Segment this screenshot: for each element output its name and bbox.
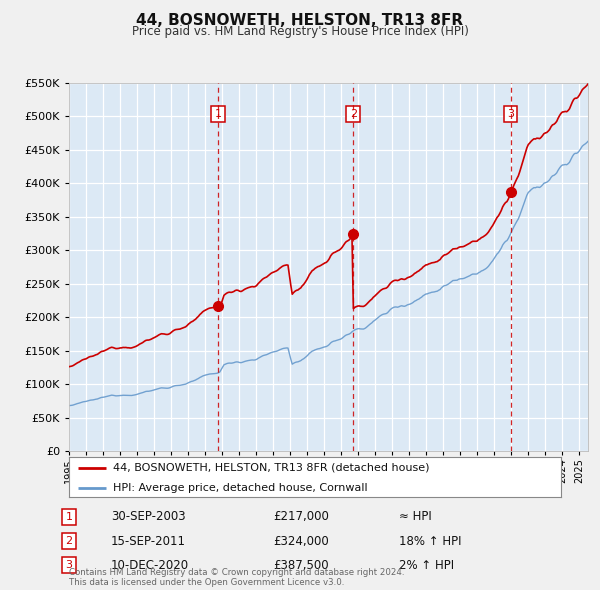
Text: 1: 1 bbox=[65, 512, 73, 522]
Text: 2: 2 bbox=[65, 536, 73, 546]
Text: 3: 3 bbox=[65, 560, 73, 570]
Text: Contains HM Land Registry data © Crown copyright and database right 2024.
This d: Contains HM Land Registry data © Crown c… bbox=[69, 568, 404, 587]
Text: £387,500: £387,500 bbox=[273, 559, 329, 572]
Text: ≈ HPI: ≈ HPI bbox=[399, 510, 432, 523]
Text: 10-DEC-2020: 10-DEC-2020 bbox=[111, 559, 189, 572]
Text: 18% ↑ HPI: 18% ↑ HPI bbox=[399, 535, 461, 548]
Text: Price paid vs. HM Land Registry's House Price Index (HPI): Price paid vs. HM Land Registry's House … bbox=[131, 25, 469, 38]
Text: HPI: Average price, detached house, Cornwall: HPI: Average price, detached house, Corn… bbox=[113, 483, 368, 493]
Text: 44, BOSNOWETH, HELSTON, TR13 8FR (detached house): 44, BOSNOWETH, HELSTON, TR13 8FR (detach… bbox=[113, 463, 430, 473]
Text: £324,000: £324,000 bbox=[273, 535, 329, 548]
Text: £217,000: £217,000 bbox=[273, 510, 329, 523]
Text: 15-SEP-2011: 15-SEP-2011 bbox=[111, 535, 186, 548]
Text: 2: 2 bbox=[350, 109, 357, 119]
Text: 2% ↑ HPI: 2% ↑ HPI bbox=[399, 559, 454, 572]
Text: 1: 1 bbox=[214, 109, 221, 119]
Text: 30-SEP-2003: 30-SEP-2003 bbox=[111, 510, 185, 523]
Text: 44, BOSNOWETH, HELSTON, TR13 8FR: 44, BOSNOWETH, HELSTON, TR13 8FR bbox=[136, 13, 464, 28]
Text: 3: 3 bbox=[507, 109, 514, 119]
